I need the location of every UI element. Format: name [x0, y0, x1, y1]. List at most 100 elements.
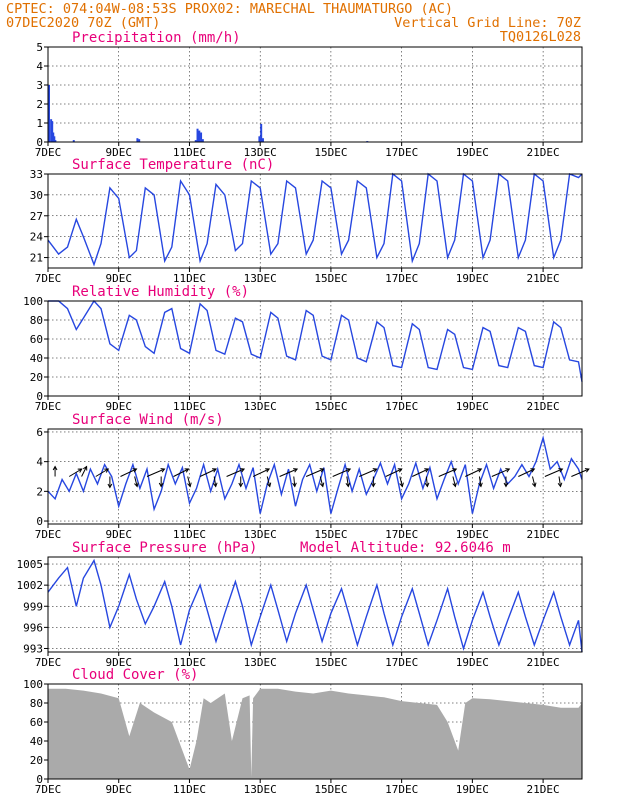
cloud-frame: [47, 683, 583, 780]
wind-vector-head: [477, 468, 483, 473]
precip-ytick-label: 3: [36, 79, 43, 92]
cloud-xtick-label: 9DEC: [105, 783, 132, 796]
cloud-xtick-label: 21DEC: [527, 783, 560, 796]
rh-xtick-label: 15DEC: [314, 400, 347, 413]
precip-bar: [260, 123, 263, 142]
wind-vector: [292, 476, 297, 488]
precip-bar: [54, 140, 57, 142]
wind-vector-shaft: [532, 476, 536, 487]
wind-vector: [452, 476, 457, 488]
wind-vector-head: [558, 468, 564, 473]
precip-xtick-label: 15DEC: [314, 146, 347, 159]
pres-ytick-label: 1002: [17, 579, 44, 592]
wind-vector-head: [505, 468, 511, 473]
precip-bar: [198, 130, 201, 142]
rh-xtick-label: 13DEC: [244, 400, 277, 413]
wind-vector: [95, 468, 110, 477]
wind-xtick-label: 19DEC: [456, 528, 489, 541]
wind-vector: [252, 468, 271, 477]
temp-xtick-label: 7DEC: [35, 272, 62, 285]
wind-vector-shaft: [187, 476, 191, 487]
wind-vector-head: [531, 482, 537, 488]
wind-vector-shaft: [346, 476, 349, 487]
temp-line: [47, 172, 583, 267]
temp-xtick-label: 21DEC: [527, 272, 560, 285]
pres-ytick-label: 999: [23, 600, 43, 613]
wind-vector-head: [345, 482, 351, 488]
wind-vector-head: [107, 483, 113, 489]
wind-vector-head: [104, 468, 110, 473]
wind-ytick-label: 0: [36, 515, 43, 528]
rh-xtick-label: 9DEC: [105, 400, 132, 413]
precip-bar: [136, 138, 139, 142]
precip-bar: [53, 136, 56, 142]
cloud-panel: 7DEC 9DEC 11DEC 13DEC 15DEC 17DEC 19DEC 21DEC 0 2…: [23, 667, 583, 796]
precip-xtick-label: 9DEC: [105, 146, 132, 159]
wind-title: Surface Wind (m/s): [72, 412, 224, 428]
pres-xtick-label: 11DEC: [173, 656, 206, 669]
precip-xtick-label: 7DEC: [35, 146, 62, 159]
precip-bar: [51, 121, 54, 142]
wind-vector-shaft: [226, 468, 245, 477]
precip-ytick-label: 5: [36, 41, 43, 54]
rh-ytick-label: 20: [30, 371, 43, 384]
rh-xtick-label: 19DEC: [456, 400, 489, 413]
wind-vector-shaft: [81, 466, 88, 477]
rh-xtick-label: 17DEC: [385, 400, 418, 413]
precip-panel: 7DEC 9DEC 11DEC 13DEC 15DEC 17DEC 19DEC 21DEC 0 1…: [35, 30, 583, 159]
rh-line: [48, 299, 583, 382]
temp-ytick-label: 33: [30, 168, 43, 181]
wind-vector-shaft: [95, 468, 109, 477]
precip-ytick-label: 2: [36, 98, 43, 111]
precip-bar: [194, 140, 197, 142]
wind-vector-shaft: [452, 476, 456, 487]
wind-xtick-label: 17DEC: [385, 528, 418, 541]
precip-bar: [196, 128, 199, 142]
wind-vector-shaft: [571, 468, 590, 477]
precip-bar: [72, 140, 75, 142]
wind-line: [47, 435, 583, 514]
wind-panel: 7DEC 9DEC 11DEC 13DEC 15DEC 17DEC 19DEC 21DEC 0 2…: [35, 412, 590, 541]
wind-vector-shaft: [199, 468, 217, 477]
wind-vector: [305, 468, 325, 477]
wind-vector: [478, 476, 483, 488]
wind-vector: [557, 476, 563, 488]
header-model-code: TQ0126L028: [500, 29, 581, 45]
temp-ytick-label: 24: [30, 231, 44, 244]
wind-vector: [319, 476, 325, 488]
wind-vector: [571, 468, 590, 477]
precip-xtick-label: 11DEC: [173, 146, 206, 159]
rh-ytick-label: 40: [30, 352, 43, 365]
cloud-ytick-label: 0: [36, 773, 43, 786]
temp-xtick-label: 15DEC: [314, 272, 347, 285]
wind-vector-head: [478, 482, 483, 488]
wind-vector-shaft: [558, 476, 562, 487]
wind-vector-head: [370, 482, 376, 488]
wind-vector-shaft: [359, 468, 377, 477]
wind-vector-head: [503, 482, 509, 488]
wind-vector: [503, 476, 509, 488]
wind-vector-shaft: [438, 468, 457, 477]
wind-frame: [47, 428, 583, 525]
wind-vector-shaft: [173, 468, 189, 477]
rh-frame: [47, 300, 583, 397]
precip-bar: [52, 132, 55, 142]
wind-vector-shaft: [425, 476, 428, 487]
wind-xtick-label: 11DEC: [173, 528, 206, 541]
wind-vector: [173, 468, 190, 477]
wind-vector-head: [212, 468, 218, 473]
wind-vector: [266, 476, 272, 488]
precip-xtick-label: 19DEC: [456, 146, 489, 159]
precip-bar: [258, 136, 261, 142]
wind-vector-head: [372, 468, 378, 473]
wind-vector: [399, 476, 404, 488]
precip-xtick-label: 21DEC: [527, 146, 560, 159]
wind-vector: [279, 468, 299, 477]
cloud-area: [48, 688, 582, 779]
wind-vector-head: [134, 482, 139, 488]
wind-vector-head: [293, 468, 299, 473]
temp-panel: 7DEC 9DEC 11DEC 13DEC 15DEC 17DEC 19DEC 21DEC 21…: [30, 157, 583, 285]
wind-vector-head: [240, 468, 246, 473]
pres-ytick-label: 1005: [17, 558, 44, 571]
